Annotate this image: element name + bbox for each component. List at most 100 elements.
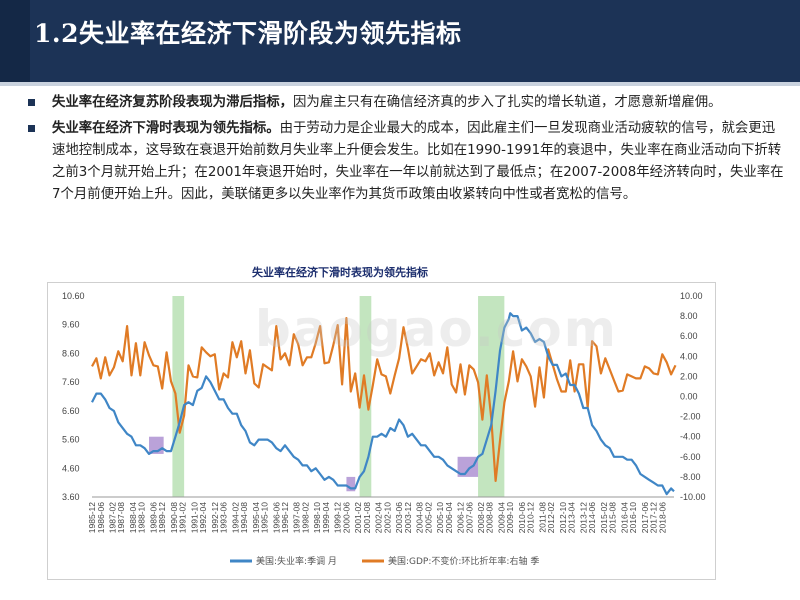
x-tick-label: 1995-04 [251,502,261,533]
bullet-square-icon [28,125,35,132]
chart-title: 失业率在经济下滑时表现为领先指标 [252,266,428,279]
x-tick-label: 1998-02 [301,502,311,533]
x-tick-label: 1990-08 [169,502,179,533]
y-right-tick-label: 6.00 [680,331,698,341]
x-tick-label: 2010-06 [517,502,527,533]
x-tick-label: 1985-12 [87,502,97,533]
bullet-heading: 失业率在经济下滑时表现为领先指标。 [52,121,280,136]
x-tick-label: 2006-12 [456,502,466,533]
y-right-tick-label: -8.00 [680,472,701,482]
x-tick-label: 1999-04 [321,502,331,533]
y-left-tick-label: 8.60 [62,348,80,358]
recession-band [478,296,505,497]
legend-label: 美国:失业率:季调 月 [256,555,337,567]
x-tick-label: 2017-06 [640,502,650,533]
bullet-square-icon [28,99,35,106]
page-title: 1.2失业率在经济下滑阶段为领先指标 [34,19,462,48]
x-tick-label: 2008-08 [485,502,495,533]
x-tick-label: 1997-08 [292,502,302,533]
bullet-item: 失业率在经济下滑时表现为领先指标。由于劳动力是企业最大的成本，因此雇主们一旦发现… [26,118,786,206]
x-tick-label: 2015-02 [599,502,609,533]
x-tick-label: 2009-10 [505,502,515,533]
x-tick-label: 1996-06 [271,502,281,533]
x-tick-label: 2002-10 [382,502,392,533]
title-bar [0,0,800,82]
x-tick-label: 2003-12 [403,502,413,533]
title-divider [0,82,800,86]
watermark: baogao.com [255,300,618,358]
x-tick-label: 1987-02 [108,502,118,533]
x-tick-label: 2005-10 [435,502,445,533]
x-tick-label: 2017-12 [649,502,659,533]
x-tick-label: 1994-08 [239,502,249,533]
x-tick-label: 2015-08 [608,502,618,533]
y-right-tick-label: -10.00 [680,492,706,502]
y-left-tick-label: 5.60 [62,435,80,445]
x-tick-label: 1989-06 [148,502,158,533]
recession-band [172,296,185,497]
x-tick-label: 2011-08 [537,502,547,533]
y-right-tick-label: 0.00 [680,392,698,402]
x-tick-label: 2001-02 [353,502,363,533]
x-tick-label: 1988-10 [137,502,147,533]
x-tick-label: 2009-04 [496,502,506,533]
x-tick-label: 1996-12 [280,502,290,533]
y-left-tick-label: 3.60 [62,492,80,502]
gdp-growth-line [91,317,677,482]
y-left-tick-label: 4.60 [62,463,80,473]
y-left-tick-label: 9.60 [62,320,80,330]
y-right-tick-label: 8.00 [680,311,698,321]
x-tick-label: 1987-08 [116,502,126,533]
y-right-tick-label: 4.00 [680,351,698,361]
x-tick-label: 1992-04 [198,502,208,533]
bullet-text: 因为雇主只有在确信经济真的步入了扎实的增长轨道，才愿意新增雇佣。 [293,95,722,110]
trough-box [346,476,356,492]
y-right-tick-label: -6.00 [680,452,701,462]
x-tick-label: 2018-06 [657,502,667,533]
title-bar-accent [0,0,30,82]
x-tick-label: 2016-10 [628,502,638,533]
x-tick-label: 1989-12 [157,502,167,533]
x-tick-label: 1991-02 [178,502,188,533]
x-tick-label: 2010-12 [526,502,536,533]
unemployment-line [91,312,675,496]
y-right-tick-label: -4.00 [680,432,701,442]
x-tick-label: 2013-04 [567,502,577,533]
x-tick-label: 1998-10 [312,502,322,533]
recession-band [359,296,372,497]
chart-frame [47,282,716,580]
y-left-tick-label: 6.60 [62,406,80,416]
y-right-tick-label: 2.00 [680,371,698,381]
x-tick-label: 1995-10 [260,502,270,533]
x-tick-label: 2007-06 [464,502,474,533]
x-tick-label: 1994-02 [230,502,240,533]
bullet-heading: 失业率在经济复苏阶段表现为滞后指标， [52,95,294,110]
legend-label: 美国:GDP:不变价:环比折年率:右轴 季 [388,555,539,567]
bullet-item: 失业率在经济复苏阶段表现为滞后指标，因为雇主只有在确信经济真的步入了扎实的增长轨… [26,92,786,114]
y-right-tick-label: 10.00 [680,291,703,301]
x-tick-label: 1993-06 [219,502,229,533]
x-tick-label: 1988-04 [128,502,138,533]
x-tick-label: 2012-02 [546,502,556,533]
x-tick-label: 1986-06 [96,502,106,533]
x-tick-label: 2002-04 [374,502,384,533]
x-tick-label: 2014-06 [587,502,597,533]
x-tick-label: 2003-06 [394,502,404,533]
x-tick-label: 2001-08 [362,502,372,533]
x-tick-label: 2008-02 [476,502,486,533]
x-tick-label: 1991-10 [189,502,199,533]
bullet-list: 失业率在经济复苏阶段表现为滞后指标，因为雇主只有在确信经济真的步入了扎实的增长轨… [26,92,786,210]
trough-box [457,456,479,477]
bullet-text: 由于劳动力是企业最大的成本，因此雇主们一旦发现商业活动疲软的信号，就会更迅速地控… [52,121,784,202]
x-tick-label: 1999-12 [333,502,343,533]
x-tick-label: 2006-04 [444,502,454,533]
y-left-tick-label: 10.60 [62,291,85,301]
x-tick-label: 1992-12 [210,502,220,533]
x-tick-label: 2005-02 [423,502,433,533]
x-tick-label: 2016-04 [619,502,629,533]
x-tick-label: 2013-12 [578,502,588,533]
x-tick-label: 2000-06 [341,502,351,533]
y-right-tick-label: -2.00 [680,412,701,422]
x-tick-label: 2012-10 [558,502,568,533]
